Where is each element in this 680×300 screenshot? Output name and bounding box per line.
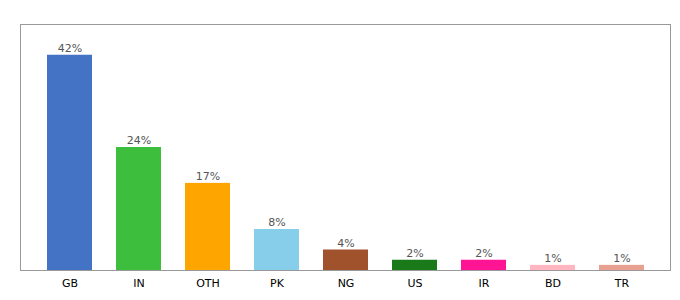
svg-text:IR: IR xyxy=(479,277,490,290)
svg-text:IN: IN xyxy=(133,277,144,290)
svg-text:24%: 24% xyxy=(127,134,151,147)
svg-text:TR: TR xyxy=(614,277,630,290)
svg-text:PK: PK xyxy=(270,277,285,290)
svg-text:2%: 2% xyxy=(475,247,492,260)
svg-text:4%: 4% xyxy=(337,237,354,250)
svg-text:8%: 8% xyxy=(268,216,285,229)
svg-text:42%: 42% xyxy=(58,42,82,55)
svg-text:2%: 2% xyxy=(406,247,423,260)
svg-text:GB: GB xyxy=(62,277,78,290)
svg-text:US: US xyxy=(407,277,422,290)
svg-text:BD: BD xyxy=(545,277,561,290)
svg-text:17%: 17% xyxy=(196,170,220,183)
svg-text:1%: 1% xyxy=(544,252,561,265)
svg-text:NG: NG xyxy=(338,277,355,290)
svg-text:OTH: OTH xyxy=(196,277,220,290)
svg-text:1%: 1% xyxy=(613,252,630,265)
